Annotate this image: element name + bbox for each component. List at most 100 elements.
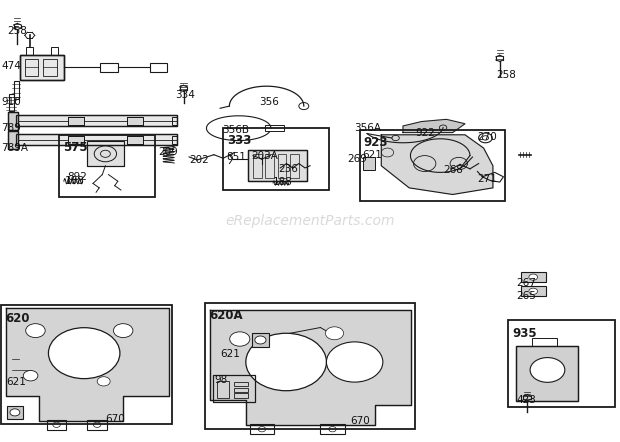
Bar bbox=[521, 272, 546, 282]
Text: 621: 621 bbox=[6, 377, 26, 387]
Text: 258: 258 bbox=[496, 70, 516, 80]
Circle shape bbox=[113, 324, 133, 338]
Bar bbox=[172, 136, 177, 144]
Bar bbox=[68, 117, 84, 125]
Bar bbox=[205, 303, 415, 429]
Bar bbox=[25, 59, 38, 76]
Bar bbox=[16, 134, 177, 145]
Text: 203A: 203A bbox=[251, 151, 278, 160]
Circle shape bbox=[97, 377, 110, 386]
Bar bbox=[290, 154, 299, 178]
Bar bbox=[7, 406, 23, 419]
Bar bbox=[16, 134, 177, 145]
Polygon shape bbox=[403, 119, 465, 133]
Text: 910: 910 bbox=[1, 97, 21, 107]
Bar bbox=[100, 63, 118, 72]
Bar bbox=[213, 375, 255, 402]
Text: 621: 621 bbox=[362, 150, 382, 160]
Text: 356B: 356B bbox=[222, 126, 249, 135]
Circle shape bbox=[529, 288, 538, 294]
Bar bbox=[150, 63, 167, 72]
Bar bbox=[172, 117, 177, 125]
Bar bbox=[16, 115, 177, 126]
Text: 620: 620 bbox=[6, 312, 30, 324]
Bar bbox=[1, 305, 172, 424]
Bar bbox=[253, 154, 262, 178]
Text: 268: 268 bbox=[443, 165, 463, 175]
Bar bbox=[59, 135, 155, 197]
Bar bbox=[20, 55, 64, 80]
Text: 423: 423 bbox=[516, 395, 536, 405]
Text: 670: 670 bbox=[105, 414, 125, 424]
Bar bbox=[234, 388, 248, 392]
Text: 188: 188 bbox=[65, 176, 85, 186]
Bar bbox=[248, 150, 307, 181]
Bar bbox=[43, 59, 57, 76]
Polygon shape bbox=[6, 308, 169, 421]
Bar bbox=[516, 346, 578, 401]
Text: 789A: 789A bbox=[1, 143, 29, 153]
Text: 923: 923 bbox=[363, 136, 388, 149]
Bar bbox=[87, 420, 107, 430]
Circle shape bbox=[10, 409, 20, 416]
Text: 851: 851 bbox=[226, 152, 246, 162]
Polygon shape bbox=[210, 310, 411, 425]
Circle shape bbox=[530, 358, 565, 382]
Bar bbox=[26, 47, 33, 55]
Bar bbox=[68, 136, 84, 144]
Bar bbox=[8, 131, 18, 149]
Bar bbox=[127, 117, 143, 125]
Text: 922: 922 bbox=[415, 128, 435, 137]
Bar bbox=[47, 420, 66, 430]
Bar bbox=[8, 112, 18, 130]
Text: 269: 269 bbox=[347, 154, 367, 164]
Bar bbox=[321, 424, 345, 434]
Text: 209: 209 bbox=[158, 148, 178, 157]
Text: 620A: 620A bbox=[209, 309, 242, 322]
Bar bbox=[234, 393, 248, 398]
Bar bbox=[16, 115, 177, 126]
Text: 236: 236 bbox=[278, 164, 298, 174]
Text: 356: 356 bbox=[259, 97, 279, 107]
Circle shape bbox=[48, 328, 120, 379]
Text: 188: 188 bbox=[273, 177, 293, 187]
Bar bbox=[51, 47, 58, 55]
Bar bbox=[250, 424, 274, 434]
Bar bbox=[248, 150, 307, 181]
Text: 270: 270 bbox=[477, 132, 497, 142]
Bar bbox=[234, 382, 248, 386]
Bar bbox=[68, 117, 84, 125]
Circle shape bbox=[529, 274, 538, 280]
Bar bbox=[87, 141, 124, 166]
Text: 333: 333 bbox=[227, 134, 251, 147]
Bar bbox=[87, 141, 124, 166]
Bar bbox=[532, 338, 557, 346]
Bar bbox=[8, 131, 18, 149]
Bar bbox=[252, 333, 269, 347]
Bar bbox=[508, 320, 615, 407]
Circle shape bbox=[326, 327, 343, 340]
Text: 892: 892 bbox=[67, 172, 87, 182]
Text: 258: 258 bbox=[7, 26, 27, 36]
Text: 334: 334 bbox=[175, 90, 195, 100]
Text: 575: 575 bbox=[63, 141, 87, 153]
Bar bbox=[363, 157, 375, 170]
Text: 98: 98 bbox=[214, 375, 227, 385]
Bar bbox=[223, 128, 329, 190]
Circle shape bbox=[255, 336, 266, 344]
Bar bbox=[8, 112, 18, 130]
Text: 474: 474 bbox=[1, 61, 21, 71]
Circle shape bbox=[25, 324, 45, 338]
Text: eReplacementParts.com: eReplacementParts.com bbox=[225, 214, 395, 228]
Bar bbox=[360, 130, 505, 201]
Circle shape bbox=[230, 332, 250, 346]
Text: 271: 271 bbox=[477, 174, 497, 184]
Bar bbox=[278, 154, 286, 178]
Bar bbox=[14, 81, 19, 99]
Bar bbox=[217, 381, 229, 398]
Text: 621: 621 bbox=[220, 349, 240, 358]
Bar bbox=[9, 94, 14, 111]
Text: 202: 202 bbox=[189, 155, 209, 165]
Circle shape bbox=[246, 333, 326, 391]
Text: 267: 267 bbox=[516, 278, 536, 288]
